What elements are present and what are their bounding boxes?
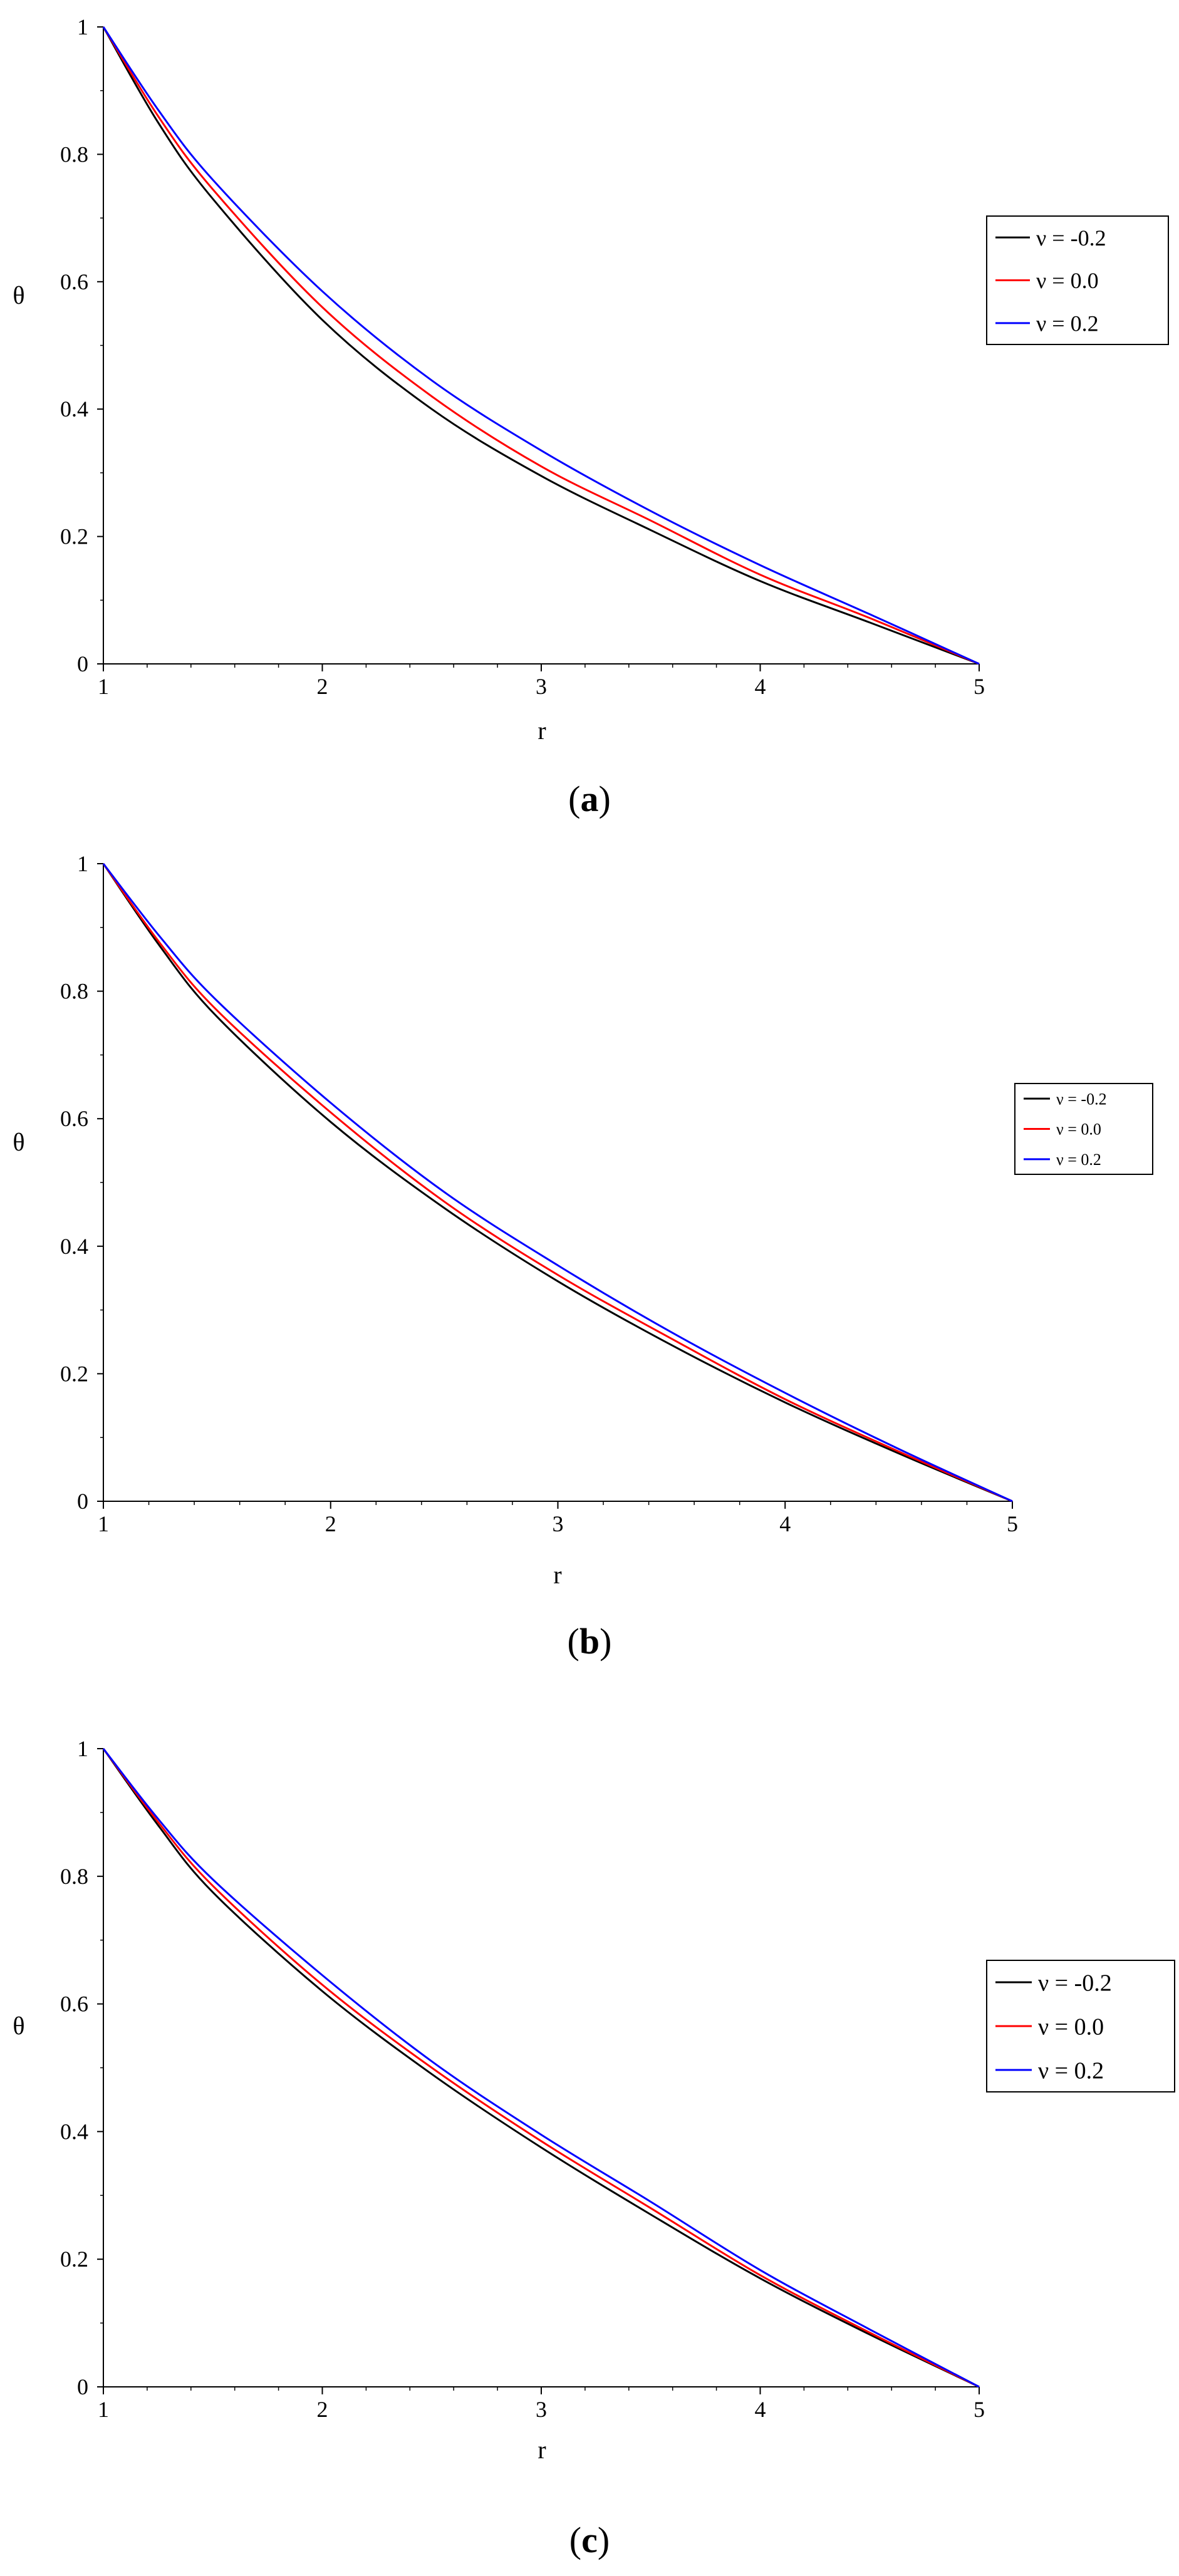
x-axis-label-a: r: [538, 716, 546, 745]
y-tick-label: 0.8: [60, 142, 88, 167]
x-tick-label: 3: [536, 2397, 547, 2422]
y-tick-label: 0.4: [60, 396, 88, 422]
legend-label: ν = -0.2: [1036, 225, 1106, 251]
y-tick-label: 0.4: [60, 1234, 88, 1259]
legend-b: ν = -0.2 ν = 0.0 ν = 0.2: [1014, 1083, 1153, 1175]
x-tick-label: 4: [755, 2397, 766, 2422]
series-line-1: [102, 863, 1013, 1503]
y-tick-label: 0.6: [60, 1992, 88, 2017]
legend-a: ν = -0.2 ν = 0.0 ν = 0.2: [986, 215, 1169, 345]
x-ticks-a: 1 2 3 4 5: [98, 664, 985, 699]
panel-b: 1 2 3 4 5 0 0.2 0.4 0.6 0.8 1 r θ ν = -0.2 ν = 0.0…: [13, 851, 1153, 1662]
x-tick-label: 1: [98, 674, 109, 699]
series-line-2: [102, 863, 1013, 1503]
series-line-3: [102, 1748, 980, 2388]
legend-label: ν = 0.2: [1056, 1151, 1101, 1169]
y-axis-label-b: θ: [13, 1128, 24, 1156]
x-tick-label: 1: [98, 1511, 109, 1536]
x-tick-label: 2: [317, 2397, 328, 2422]
y-tick-label: 0.2: [60, 2247, 88, 2272]
series-line-3: [102, 26, 980, 665]
x-tick-label: 4: [779, 1511, 791, 1536]
y-ticks-b: 0 0.2 0.4 0.6 0.8 1: [60, 851, 103, 1514]
panel-label-c: (c): [569, 2520, 610, 2560]
x-tick-label: 5: [974, 674, 985, 699]
y-tick-label: 1: [77, 1736, 88, 1761]
x-ticks-b: 1 2 3 4 5: [98, 1501, 1018, 1536]
panel-label-a: (a): [568, 778, 611, 819]
y-tick-label: 0.6: [60, 1106, 88, 1131]
x-tick-label: 1: [98, 2397, 109, 2422]
y-tick-label: 1: [77, 851, 88, 876]
panel-label-b: (b): [568, 1621, 612, 1662]
plot-area-b: [103, 864, 1012, 1502]
panel-label-a-letter: a: [581, 778, 599, 819]
legend-label: ν = 0.0: [1036, 268, 1099, 293]
y-tick-label: 0: [77, 651, 88, 676]
x-ticks-c: 1 2 3 4 5: [98, 2387, 985, 2422]
legend-label: ν = 0.2: [1036, 311, 1099, 336]
legend-label: ν = 0.2: [1038, 2057, 1104, 2084]
series-line-2: [102, 26, 980, 665]
series-group-b: [102, 863, 1013, 1503]
x-tick-label: 4: [755, 674, 766, 699]
y-tick-label: 0.8: [60, 1864, 88, 1889]
legend-label: ν = -0.2: [1056, 1090, 1107, 1108]
series-group-a: [102, 26, 980, 665]
series-line-3: [102, 863, 1013, 1503]
series-group-c: [102, 1748, 980, 2388]
legend-c: ν = -0.2 ν = 0.0 ν = 0.2: [986, 1960, 1175, 2092]
y-tick-label: 0.6: [60, 269, 88, 294]
panel-label-c-letter: c: [581, 2520, 598, 2560]
legend-label: ν = 0.0: [1038, 2014, 1104, 2040]
series-line-1: [102, 1748, 980, 2388]
panel-a: 1 2 3 4 5 0 0.2 0.4 0.6 0.8 1 r θ ν = -0.2 ν = 0.0…: [13, 14, 1169, 819]
x-axis-label-b: r: [553, 1561, 561, 1589]
legend-label: ν = 0.0: [1056, 1120, 1101, 1139]
series-line-2: [102, 1748, 980, 2388]
y-tick-label: 0.2: [60, 524, 88, 549]
x-tick-label: 2: [325, 1511, 336, 1536]
x-tick-label: 3: [553, 1511, 564, 1536]
panel-label-b-letter: b: [579, 1621, 600, 1662]
x-tick-label: 2: [317, 674, 328, 699]
y-ticks-a: 0 0.2 0.4 0.6 0.8 1: [60, 14, 103, 676]
plot-area-a: [103, 27, 979, 665]
y-ticks-c: 0 0.2 0.4 0.6 0.8 1: [60, 1736, 103, 2399]
y-tick-label: 0.2: [60, 1361, 88, 1386]
panel-c: 1 2 3 4 5 0 0.2 0.4 0.6 0.8 1 r θ ν = -0.2 ν = 0.0…: [13, 1736, 1175, 2560]
y-tick-label: 0.4: [60, 2119, 88, 2144]
y-tick-label: 0: [77, 2374, 88, 2399]
y-tick-label: 0: [77, 1489, 88, 1514]
series-line-1: [102, 26, 980, 665]
y-tick-label: 1: [77, 14, 88, 39]
legend-label: ν = -0.2: [1038, 1970, 1112, 1996]
x-tick-label: 5: [974, 2397, 985, 2422]
y-axis-label-a: θ: [13, 281, 24, 309]
y-tick-label: 0.8: [60, 979, 88, 1004]
plot-area-c: [103, 1749, 979, 2387]
y-axis-label-c: θ: [13, 2012, 24, 2040]
x-axis-label-c: r: [538, 2436, 546, 2464]
x-tick-label: 5: [1007, 1511, 1018, 1536]
x-tick-label: 3: [536, 674, 547, 699]
